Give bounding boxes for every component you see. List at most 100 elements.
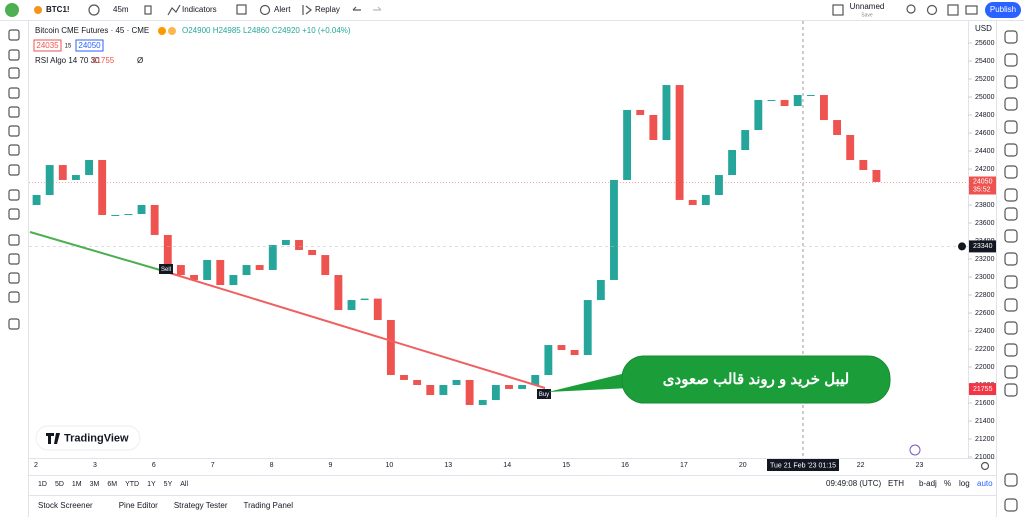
- sidebar-icon[interactable]: [1004, 165, 1018, 179]
- settings[interactable]: [926, 4, 938, 16]
- y-tick-label: 21600: [975, 400, 995, 407]
- replay[interactable]: Replay: [315, 5, 340, 14]
- percent-scale[interactable]: %: [944, 479, 951, 488]
- tool-icon[interactable]: [8, 164, 20, 176]
- session[interactable]: ETH: [888, 479, 904, 488]
- sidebar-icon[interactable]: [1004, 321, 1018, 335]
- y-tick-label: 21000: [975, 454, 995, 461]
- sidebar-icon[interactable]: [1004, 53, 1018, 67]
- sidebar-icon[interactable]: [1004, 75, 1018, 89]
- sidebar-icon[interactable]: [1004, 343, 1018, 357]
- add-symbol[interactable]: [88, 4, 100, 16]
- candle: [518, 385, 527, 389]
- range-button[interactable]: 1Y: [147, 481, 156, 488]
- goto-realtime[interactable]: [909, 444, 921, 456]
- tool-icon[interactable]: [8, 234, 20, 246]
- redo[interactable]: [373, 6, 382, 11]
- y-tick-label: 25200: [975, 76, 995, 83]
- sidebar-icon[interactable]: [1004, 120, 1018, 134]
- sidebar-icon[interactable]: [1004, 30, 1018, 44]
- tool-icon[interactable]: [8, 125, 20, 137]
- range-button[interactable]: All: [180, 481, 188, 488]
- tool-icon[interactable]: [8, 291, 20, 303]
- buy-label-bg: [537, 389, 551, 399]
- tool-icon[interactable]: [8, 189, 20, 201]
- tool-icon[interactable]: [8, 318, 20, 330]
- tool-icon[interactable]: [8, 106, 20, 118]
- axis-settings[interactable]: [980, 461, 990, 471]
- range-button[interactable]: YTD: [125, 481, 139, 488]
- sidebar-icon[interactable]: [1004, 207, 1018, 221]
- tool-icon[interactable]: [8, 144, 20, 156]
- candle: [203, 259, 212, 280]
- save[interactable]: Save: [861, 12, 873, 18]
- candle: [557, 345, 566, 350]
- range-button[interactable]: 6M: [107, 481, 117, 488]
- tool-icon[interactable]: [8, 49, 20, 61]
- sidebar-icon[interactable]: [1004, 365, 1018, 379]
- range-button[interactable]: 1D: [38, 481, 47, 488]
- auto-scale[interactable]: auto: [977, 479, 993, 488]
- tool-icon[interactable]: [8, 67, 20, 79]
- interval[interactable]: 45m: [113, 5, 129, 14]
- log-scale[interactable]: log: [959, 479, 970, 488]
- candle: [505, 385, 513, 389]
- undo[interactable]: [352, 6, 361, 11]
- panel-tab[interactable]: Trading Panel: [244, 501, 294, 510]
- sidebar-icon[interactable]: [1004, 252, 1018, 266]
- range-button[interactable]: 5D: [55, 481, 64, 488]
- sidebar-icon[interactable]: [1004, 383, 1018, 397]
- sidebar-icon[interactable]: [1004, 275, 1018, 289]
- candle: [780, 99, 789, 106]
- candle: [439, 385, 448, 395]
- symbol[interactable]: BTC1!: [46, 5, 70, 14]
- candle: [71, 175, 80, 180]
- status-dot: [158, 27, 166, 35]
- sidebar-icon[interactable]: [1004, 498, 1018, 512]
- avatar[interactable]: [5, 3, 19, 17]
- candle: [242, 265, 251, 276]
- alert[interactable]: Alert: [274, 5, 291, 14]
- indicators[interactable]: Indicators: [182, 5, 217, 14]
- chart-type[interactable]: [144, 5, 152, 15]
- y-tick-label: 22800: [975, 292, 995, 299]
- sidebar-icon[interactable]: [1004, 229, 1018, 243]
- templates[interactable]: [236, 4, 247, 15]
- layout-name[interactable]: Unnamed: [850, 2, 885, 11]
- candle: [636, 109, 645, 115]
- alert-icon: [259, 4, 271, 16]
- tool-icon[interactable]: [8, 29, 20, 41]
- currency: USD: [975, 24, 992, 33]
- y-tick-label: 23200: [975, 256, 995, 263]
- adjustment[interactable]: b-adj: [919, 479, 937, 488]
- candle: [176, 265, 185, 276]
- panel-tab[interactable]: Pine Editor: [119, 501, 158, 510]
- candle: [531, 375, 540, 385]
- sidebar-icon[interactable]: [1004, 143, 1018, 157]
- sidebar-icon[interactable]: [1004, 473, 1018, 487]
- candle: [373, 298, 382, 321]
- panel-tab[interactable]: Stock Screener: [38, 501, 93, 510]
- tool-icon[interactable]: [8, 253, 20, 265]
- search[interactable]: [906, 4, 916, 14]
- layout-icon[interactable]: [832, 4, 844, 16]
- sidebar-icon[interactable]: [1004, 97, 1018, 111]
- y-tick-label: 22000: [975, 364, 995, 371]
- sidebar-icon[interactable]: [1004, 298, 1018, 312]
- publish-button[interactable]: [985, 2, 1021, 18]
- tool-icon[interactable]: [8, 272, 20, 284]
- y-tick-label: 24600: [975, 130, 995, 137]
- panel-tab[interactable]: Strategy Tester: [174, 501, 228, 510]
- publish[interactable]: Publish: [990, 5, 1016, 14]
- snapshot[interactable]: [965, 5, 978, 15]
- range-button[interactable]: 3M: [90, 481, 100, 488]
- tool-icon[interactable]: [8, 208, 20, 220]
- sidebar-icon[interactable]: [1004, 188, 1018, 202]
- fullscreen[interactable]: [947, 4, 959, 16]
- range-button[interactable]: 5Y: [164, 481, 173, 488]
- tool-icon[interactable]: [8, 87, 20, 99]
- range-button[interactable]: 1M: [72, 481, 82, 488]
- ask-box: [75, 39, 104, 52]
- indicator-price-bg: [969, 383, 996, 396]
- x-tick-label: 9: [329, 462, 333, 469]
